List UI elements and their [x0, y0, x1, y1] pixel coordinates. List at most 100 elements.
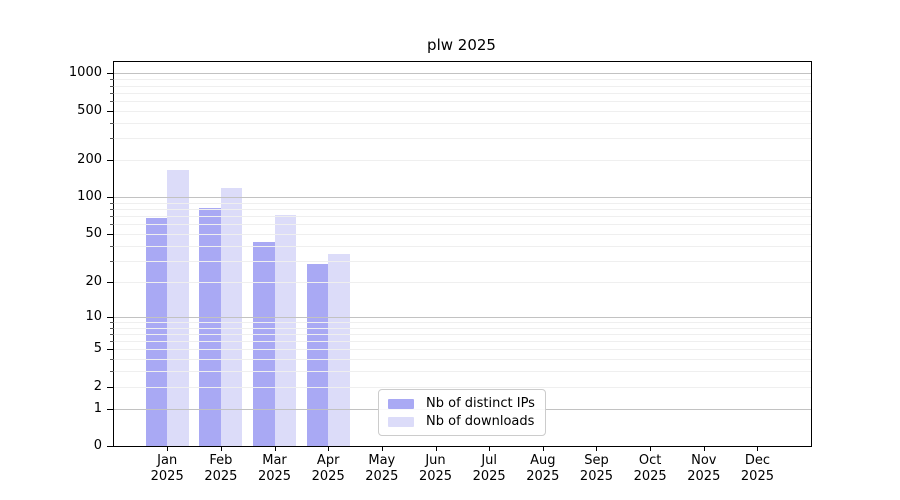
x-tick-label-oct: Oct 2025 [615, 453, 685, 485]
x-tick-year: 2025 [150, 469, 184, 484]
y-minor-tick-mark [110, 321, 114, 323]
x-tick-mark [757, 446, 759, 451]
minor-gridline [114, 79, 811, 81]
bar-distinct-ips-apr [306, 264, 329, 446]
y-tick-label: 50 [85, 226, 102, 241]
x-tick-mark [703, 446, 705, 451]
y-minor-tick-mark [110, 209, 114, 211]
x-tick-year: 2025 [365, 469, 399, 484]
x-tick-year: 2025 [526, 469, 560, 484]
y-tick-mark [107, 316, 114, 318]
y-minor-tick-mark [110, 224, 114, 226]
y-tick-mark [107, 234, 114, 235]
legend-swatch-distinct-ips-icon [388, 398, 414, 409]
legend-item-distinct-ips: Nb of distinct IPs [388, 396, 535, 411]
x-tick-label-feb: Feb 2025 [186, 453, 256, 485]
bar-downloads-mar [274, 215, 296, 446]
minor-gridline [114, 85, 811, 87]
minor-gridline [114, 202, 811, 204]
y-tick-mark [107, 349, 114, 351]
y-minor-tick-mark [110, 371, 114, 373]
y-minor-tick-mark [110, 92, 114, 94]
x-tick-label-mar: Mar 2025 [240, 453, 310, 485]
x-tick-year: 2025 [579, 469, 614, 484]
y-minor-tick-mark [110, 333, 114, 335]
minor-gridline [114, 371, 811, 373]
legend-item-downloads: Nb of downloads [388, 414, 535, 429]
bar-distinct-ips-jan [145, 218, 168, 446]
x-tick-year: 2025 [472, 469, 506, 484]
minor-gridline [114, 216, 811, 218]
minor-gridline [114, 122, 811, 124]
legend-label-distinct-ips: Nb of distinct IPs [426, 396, 535, 411]
y-minor-tick-mark [110, 138, 114, 140]
x-tick-label-dec: Dec 2025 [722, 453, 792, 485]
minor-gridline [114, 359, 811, 361]
y-tick-label: 200 [77, 152, 102, 168]
chart-title: plw 2025 [427, 36, 496, 54]
y-tick-mark [107, 160, 114, 162]
major-gridline [114, 73, 811, 75]
y-minor-tick-mark [110, 202, 114, 204]
bar-downloads-jan [167, 170, 189, 446]
y-minor-tick-mark [110, 327, 114, 329]
y-tick-mark [107, 446, 114, 447]
y-minor-tick-mark [110, 85, 114, 87]
x-tick-mark [167, 446, 169, 451]
x-tick-year: 2025 [204, 469, 238, 484]
minor-gridline [114, 110, 811, 112]
bar-distinct-ips-mar [253, 241, 275, 446]
y-tick-mark [107, 386, 114, 388]
y-tick-label: 0 [93, 438, 102, 453]
x-tick-label-may: May 2025 [347, 453, 417, 485]
y-tick-label: 10 [85, 308, 102, 324]
y-tick-mark [107, 408, 114, 410]
minor-gridline [114, 101, 811, 102]
y-tick-mark [107, 110, 114, 112]
minor-gridline [114, 341, 811, 343]
major-gridline [114, 316, 811, 318]
y-tick-mark [107, 73, 114, 75]
legend: Nb of distinct IPs Nb of downloads [378, 389, 546, 436]
y-minor-tick-mark [110, 101, 114, 102]
x-tick-mark [650, 446, 652, 451]
minor-gridline [114, 386, 811, 388]
y-minor-tick-mark [110, 122, 114, 124]
y-tick-label: 500 [77, 102, 102, 118]
major-gridline [114, 197, 811, 199]
minor-gridline [114, 160, 811, 162]
x-tick-mark [328, 446, 330, 451]
y-tick-label: 1000 [68, 65, 102, 81]
y-minor-tick-mark [110, 341, 114, 343]
x-tick-label-jun: Jun 2025 [401, 453, 471, 485]
y-tick-label: 20 [85, 273, 102, 289]
minor-gridline [114, 245, 811, 247]
x-tick-label-aug: Aug 2025 [508, 453, 578, 485]
x-tick-year: 2025 [418, 469, 453, 484]
x-tick-label-apr: Apr 2025 [293, 453, 363, 485]
y-minor-tick-mark [110, 359, 114, 361]
x-tick-year: 2025 [687, 469, 721, 484]
y-minor-tick-mark [110, 79, 114, 81]
x-tick-year: 2025 [740, 469, 774, 484]
legend-swatch-downloads-icon [388, 416, 414, 427]
legend-label-downloads: Nb of downloads [426, 414, 535, 429]
minor-gridline [114, 260, 811, 262]
bar-distinct-ips-feb [199, 207, 221, 446]
x-tick-year: 2025 [633, 469, 667, 484]
minor-gridline [114, 327, 811, 329]
minor-gridline [114, 349, 811, 351]
minor-gridline [114, 234, 811, 235]
x-tick-mark [435, 446, 437, 451]
x-tick-label-sep: Sep 2025 [561, 453, 631, 485]
y-minor-tick-mark [110, 245, 114, 247]
minor-gridline [114, 209, 811, 211]
y-tick-mark [107, 281, 114, 283]
minor-gridline [114, 321, 811, 323]
x-tick-year: 2025 [311, 469, 345, 484]
y-tick-label: 2 [93, 378, 102, 394]
x-tick-mark [489, 446, 491, 451]
x-tick-mark [596, 446, 598, 451]
minor-gridline [114, 92, 811, 94]
